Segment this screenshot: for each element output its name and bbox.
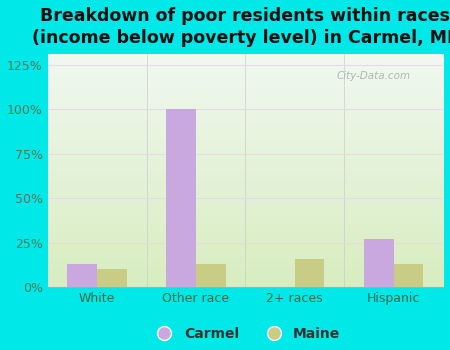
Bar xyxy=(394,264,423,287)
Bar xyxy=(97,269,127,287)
Text: City-Data.com: City-Data.com xyxy=(336,71,410,80)
Title: Breakdown of poor residents within races
(income below poverty level) in Carmel,: Breakdown of poor residents within races… xyxy=(32,7,450,47)
Legend: Carmel, Maine: Carmel, Maine xyxy=(146,323,344,345)
Bar xyxy=(68,264,97,287)
Bar xyxy=(364,239,394,287)
Bar xyxy=(196,264,225,287)
Bar xyxy=(295,259,324,287)
Bar xyxy=(166,109,196,287)
